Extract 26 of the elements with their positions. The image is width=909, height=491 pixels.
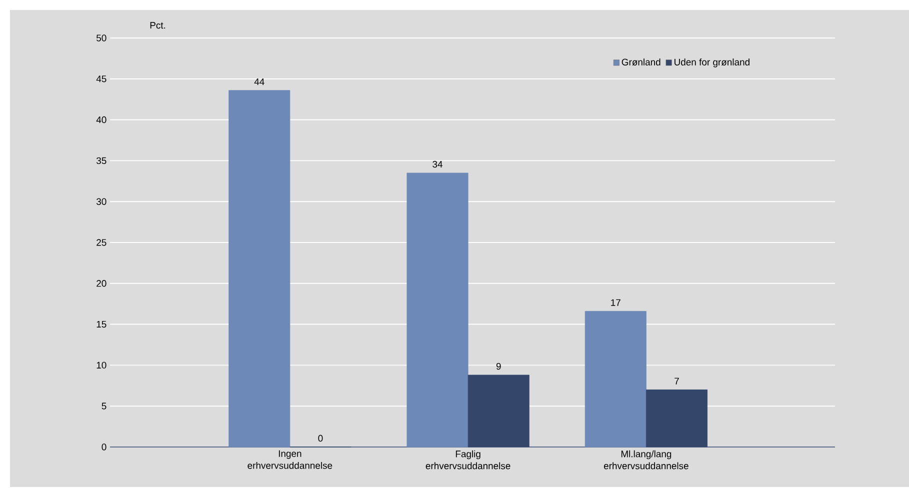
data-label: 44 — [254, 78, 264, 85]
data-label: 17 — [611, 299, 620, 306]
y-tick-label: 30 — [96, 198, 106, 205]
y-tick-label: 25 — [96, 239, 106, 246]
y-tick-label: 40 — [96, 116, 106, 124]
x-tick-label: Faglig erhvervsuddannelse — [426, 450, 510, 470]
y-axis-title: Pct. — [150, 22, 166, 29]
data-label: 0 — [318, 434, 323, 442]
data-label: 9 — [496, 362, 501, 370]
data-label: 34 — [432, 160, 442, 168]
legend-label: Grønland — [622, 58, 660, 66]
y-tick-label: 15 — [96, 320, 106, 328]
y-tick-label: 0 — [102, 444, 106, 450]
bar — [584, 311, 646, 448]
bar — [406, 172, 468, 448]
y-tick-label: 5 — [102, 402, 106, 410]
bar — [228, 90, 290, 448]
x-tick-label: Ml.lang/lang erhvervsuddannelse — [604, 450, 688, 470]
x-tick-label: Ingen erhvervsuddannelse — [248, 450, 332, 469]
legend-label: Uden for grønland — [674, 58, 750, 68]
y-tick-label: 50 — [96, 34, 106, 42]
y-tick-label: 45 — [96, 76, 106, 82]
y-tick-label: 35 — [96, 157, 106, 164]
y-tick-label: 10 — [96, 362, 106, 369]
data-label: 7 — [674, 378, 679, 384]
y-tick-label: 20 — [96, 280, 106, 287]
